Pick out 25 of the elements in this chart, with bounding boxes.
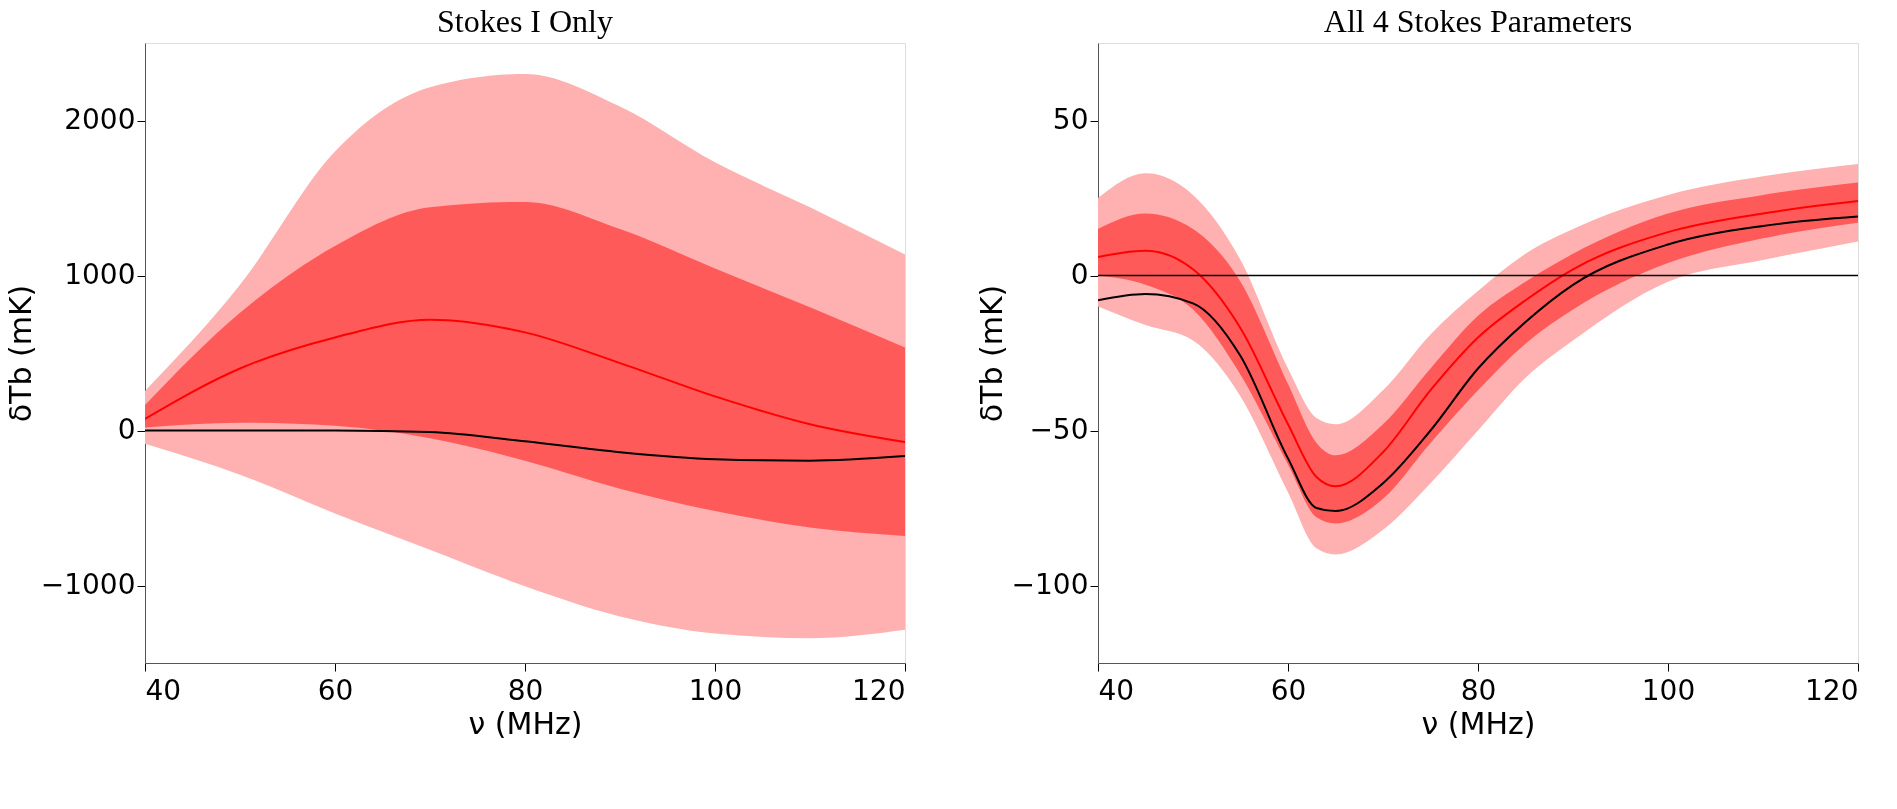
x-tick-label: 80 xyxy=(507,673,544,707)
y-tick-label: 0 xyxy=(1070,258,1089,291)
y-tick-label: −100 xyxy=(1011,568,1089,601)
chart-title: Stokes I Only xyxy=(437,3,613,39)
y-axis-title: δTb (mK) xyxy=(2,284,38,423)
y-tick-label: 1000 xyxy=(64,258,136,291)
x-tick-label: 80 xyxy=(1460,673,1497,707)
x-tick-label: 60 xyxy=(317,673,354,707)
x-tick-label: 100 xyxy=(1641,673,1696,707)
x-axis-title: ν (MHz) xyxy=(1421,705,1536,741)
y-tick-label: −1000 xyxy=(40,568,136,601)
x-tick-label: 60 xyxy=(1270,673,1307,707)
x-tick-label: 40 xyxy=(1098,673,1135,707)
chart-title: All 4 Stokes Parameters xyxy=(1323,3,1633,39)
x-tick-label: 120 xyxy=(852,673,906,707)
y-tick-label: 0 xyxy=(117,413,136,446)
y-tick-label: −50 xyxy=(1029,413,1089,446)
y-axis-title: δTb (mK) xyxy=(973,284,1009,423)
x-tick-label: 120 xyxy=(1805,673,1859,707)
x-axis-title: ν (MHz) xyxy=(468,705,583,741)
x-tick-label: 100 xyxy=(688,673,743,707)
line-series xyxy=(145,318,905,444)
y-tick-label: 2000 xyxy=(64,103,136,136)
x-tick-label: 40 xyxy=(145,673,182,707)
y-tick-label: 50 xyxy=(1052,103,1089,136)
